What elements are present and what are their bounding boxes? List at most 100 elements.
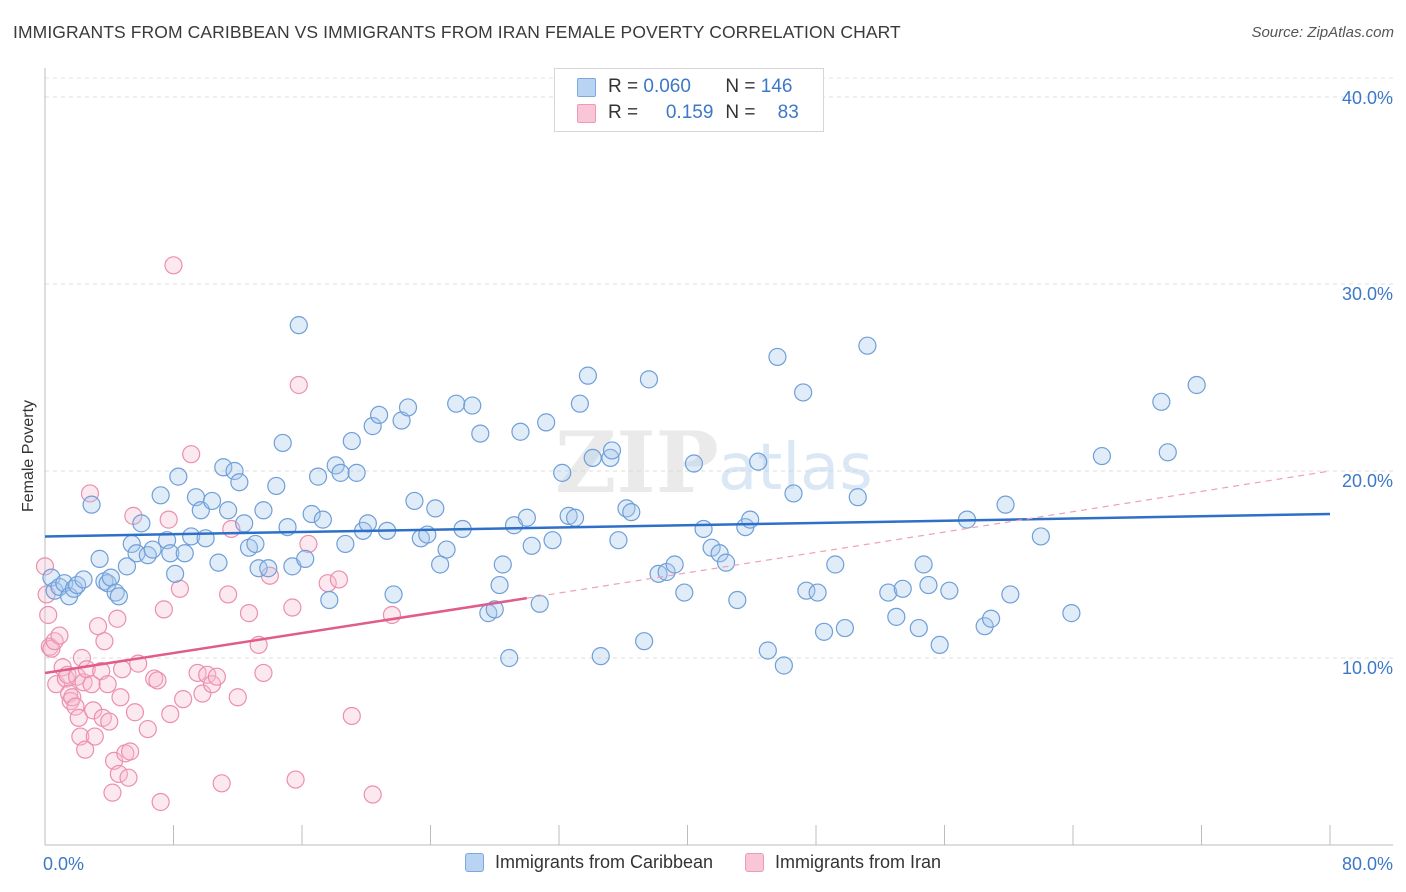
data-point-caribbean: [209, 553, 228, 572]
data-point-iran: [112, 660, 132, 679]
data-point-caribbean: [246, 534, 265, 554]
data-point-iran: [299, 534, 318, 554]
data-point-caribbean: [975, 617, 994, 636]
data-point-caribbean: [161, 544, 180, 563]
data-point-caribbean: [887, 607, 906, 626]
data-point-iran: [121, 742, 140, 761]
data-point-caribbean: [741, 510, 760, 529]
data-point-caribbean: [639, 370, 659, 389]
data-point-iran: [88, 617, 108, 636]
data-point-caribbean: [405, 491, 424, 511]
data-point-caribbean: [522, 536, 541, 555]
data-point-caribbean: [302, 504, 321, 524]
x-tick-label: 80.0%: [1342, 854, 1393, 874]
tick-labels: 10.0% 20.0% 30.0% 40.0% 0.0% 80.0%: [43, 88, 1393, 874]
x-tick-label: 0.0%: [43, 854, 84, 874]
data-point-iran: [154, 600, 173, 619]
legend-n-value: 83: [777, 102, 799, 123]
data-point-caribbean: [559, 506, 578, 525]
data-point-iran: [66, 697, 85, 716]
data-point-caribbean: [749, 452, 768, 471]
data-point-caribbean: [530, 594, 549, 613]
data-point-iran: [50, 626, 69, 645]
data-point-caribbean: [919, 575, 938, 595]
data-point-iran: [161, 704, 180, 724]
data-point-caribbean: [1092, 446, 1112, 466]
data-point-caribbean: [485, 600, 504, 619]
data-point-iran: [145, 669, 164, 688]
data-point-caribbean: [609, 531, 628, 550]
chart-title: IMMIGRANTS FROM CARIBBEAN VS IMMIGRANTS …: [13, 22, 901, 42]
data-point-caribbean: [384, 585, 403, 604]
data-point-iran: [100, 712, 119, 731]
data-point-caribbean: [1152, 392, 1171, 411]
data-point-caribbean: [308, 467, 328, 486]
legend-swatch-blue: [577, 77, 596, 97]
data-point-iran: [69, 708, 88, 727]
data-point-caribbean: [1001, 585, 1020, 604]
data-point-caribbean: [553, 463, 572, 482]
y-tick-label: 30.0%: [1342, 284, 1393, 304]
data-point-caribbean: [716, 553, 736, 572]
data-point-caribbean: [166, 564, 185, 583]
data-point-caribbean: [848, 488, 867, 507]
data-point-caribbean: [398, 398, 418, 417]
data-point-caribbean: [254, 501, 273, 520]
data-point-iran: [82, 675, 101, 694]
data-point-caribbean: [940, 581, 959, 600]
data-point-iran: [174, 690, 193, 709]
trend-line-iran: [44, 596, 528, 675]
data-point-caribbean: [138, 546, 157, 565]
data-point-caribbean: [583, 448, 602, 468]
data-point-caribbean: [437, 540, 456, 559]
data-point-iran: [207, 667, 226, 686]
data-point-caribbean: [230, 473, 249, 492]
data-point-caribbean: [431, 555, 450, 574]
data-point-caribbean: [447, 394, 466, 413]
data-point-iran: [111, 688, 130, 707]
data-point-caribbean: [235, 514, 254, 533]
trend-lines: [44, 470, 1331, 675]
data-point-caribbean: [879, 583, 898, 602]
data-point-iran: [108, 609, 127, 628]
data-point-caribbean: [909, 618, 928, 638]
y-tick-label: 20.0%: [1342, 471, 1393, 491]
bottom-legend-label: Immigrants from Caribbean: [494, 852, 714, 872]
data-point-caribbean: [117, 557, 137, 576]
data-point-caribbean: [543, 531, 562, 550]
data-point-iran: [159, 510, 178, 529]
data-point-iran: [239, 604, 259, 623]
bottom-legend-iran: Immigrants from Iran: [745, 852, 941, 873]
legend-row-caribbean: R = 0.060 N = 146: [577, 75, 792, 99]
data-point-iran: [182, 445, 201, 464]
data-point-caribbean: [273, 433, 292, 453]
data-point-caribbean: [675, 583, 694, 602]
data-point-caribbean: [109, 587, 128, 606]
data-point-caribbean: [182, 527, 201, 546]
data-point-iran: [95, 632, 114, 651]
data-point-caribbean: [175, 544, 194, 563]
data-point-caribbean: [835, 618, 855, 638]
data-point-caribbean: [981, 609, 1001, 628]
data-point-caribbean: [267, 476, 286, 496]
data-point-caribbean: [463, 396, 482, 415]
data-point-iran: [151, 792, 170, 812]
bottom-legend-caribbean: Immigrants from Caribbean: [464, 852, 714, 873]
data-point-iran: [286, 770, 305, 789]
data-point-iran: [329, 570, 349, 589]
data-point-caribbean: [426, 499, 445, 518]
data-point-iran: [228, 688, 247, 707]
data-point-caribbean: [784, 484, 803, 503]
trend-line-iran-extended: [526, 470, 1331, 599]
data-point-caribbean: [370, 405, 389, 424]
data-point-caribbean: [578, 366, 598, 385]
data-point-caribbean: [930, 635, 949, 655]
data-point-iran: [80, 484, 100, 503]
data-point-iran: [164, 256, 183, 275]
data-point-caribbean: [74, 570, 93, 589]
gridlines: [45, 77, 1393, 659]
data-point-caribbean: [591, 647, 610, 666]
data-point-iran: [76, 740, 95, 759]
data-point-caribbean: [758, 641, 777, 660]
